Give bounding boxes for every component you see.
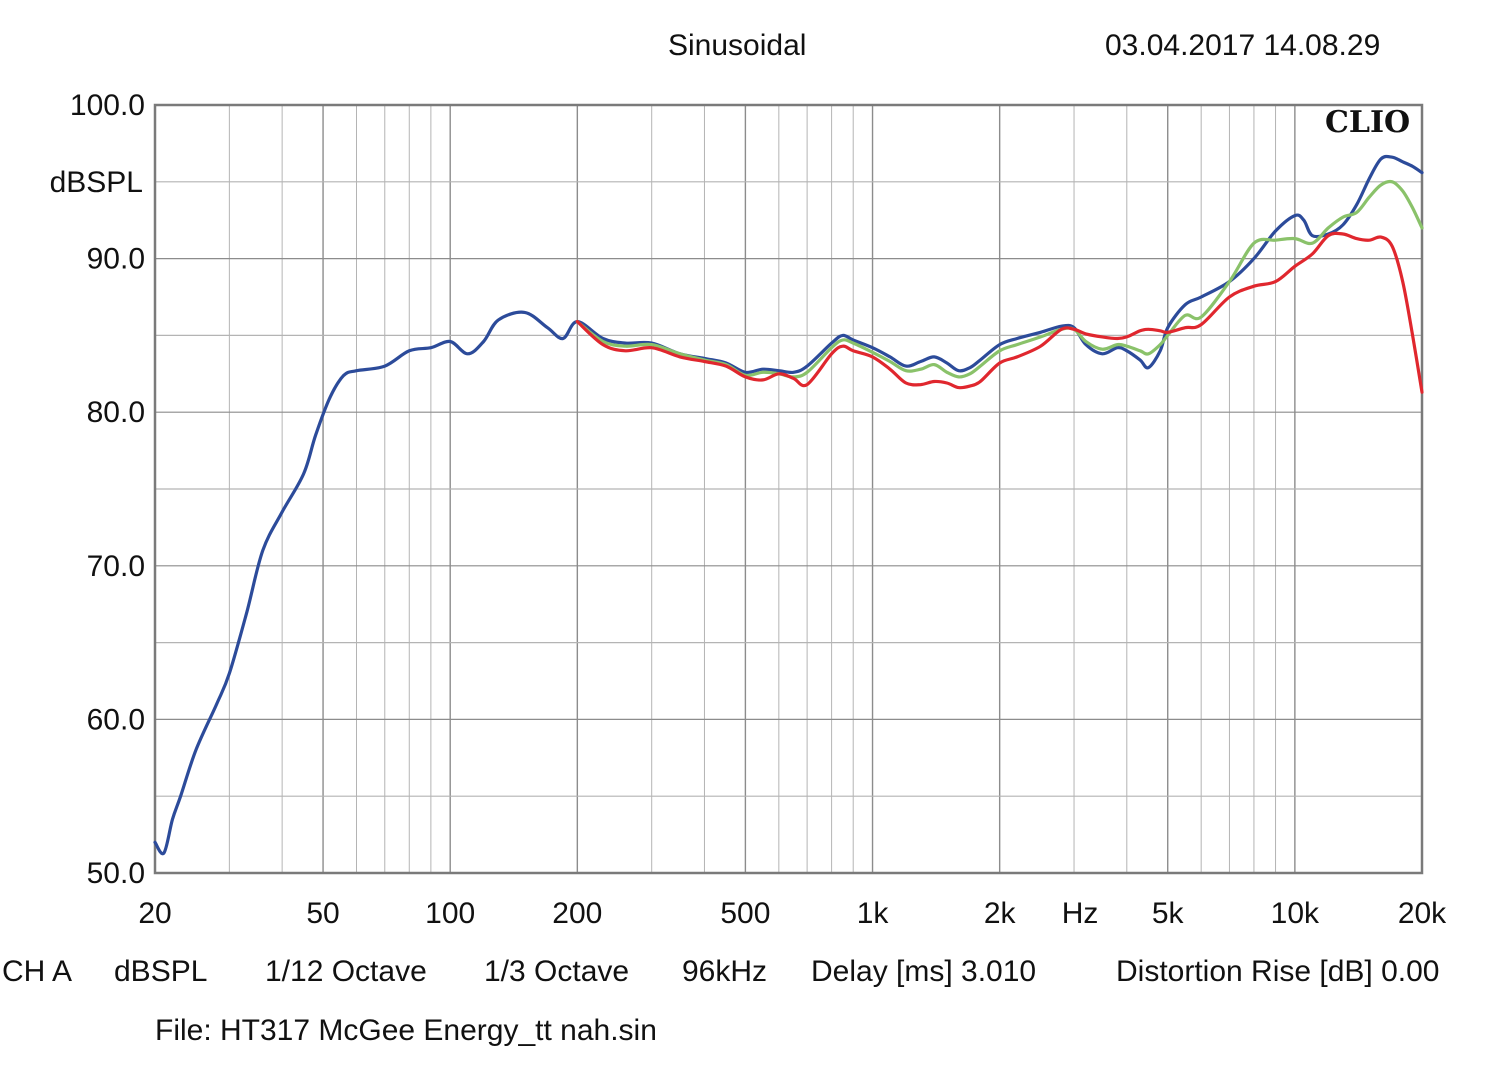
- measurement-mode-label: Sinusoidal: [668, 29, 807, 62]
- clio-brand-logo: CLIO: [1325, 105, 1411, 140]
- y-tick-label: 80.0: [87, 396, 145, 429]
- x-tick-label: 20: [138, 897, 171, 930]
- y-tick-label: 50.0: [87, 857, 145, 890]
- response-curve-1: [153, 154, 1424, 856]
- footer-delay: Delay [ms] 3.010: [811, 955, 1037, 988]
- footer-smoothing: 1/3 Octave: [484, 955, 630, 988]
- response-curve-2: [575, 179, 1424, 379]
- x-tick-label: 50: [306, 897, 339, 930]
- x-tick-label: 1k: [857, 897, 890, 930]
- footer-distortion-rise: Distortion Rise [dB] 0.00: [1116, 955, 1440, 988]
- footer-file-name: File: HT317 McGee Energy_tt nah.sin: [155, 1014, 657, 1047]
- x-tick-label: 2k: [984, 897, 1017, 930]
- x-tick-label: 200: [552, 897, 602, 930]
- y-tick-label: 60.0: [87, 703, 145, 736]
- y-axis-label: dBSPL: [50, 166, 143, 199]
- x-tick-label: 100: [425, 897, 475, 930]
- y-tick-label: 100.0: [70, 89, 145, 122]
- footer-resolution: 1/12 Octave: [265, 955, 427, 988]
- x-tick-label: 10k: [1271, 897, 1320, 930]
- y-tick-label: 70.0: [87, 550, 145, 583]
- x-tick-label: 20k: [1398, 897, 1447, 930]
- response-curve-3: [575, 231, 1424, 394]
- footer-unit: dBSPL: [114, 955, 208, 988]
- y-tick-label: 90.0: [87, 243, 145, 276]
- plot-frame: [153, 103, 1424, 875]
- footer-channel: CH A: [2, 955, 73, 988]
- x-axis-label: Hz: [1062, 897, 1099, 930]
- x-tick-label: 500: [720, 897, 770, 930]
- measurement-timestamp: 03.04.2017 14.08.29: [1105, 29, 1381, 62]
- x-tick-label: 5k: [1152, 897, 1185, 930]
- footer-sample-rate: 96kHz: [682, 955, 768, 988]
